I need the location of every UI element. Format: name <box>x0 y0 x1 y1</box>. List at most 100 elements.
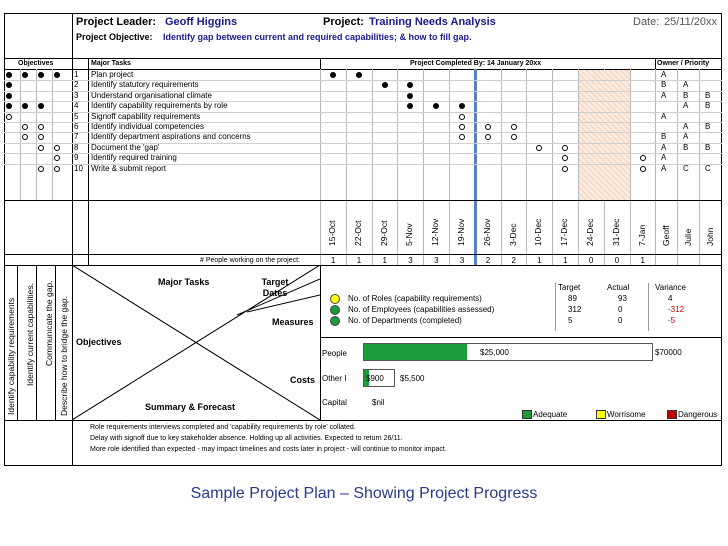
timeline-col-line <box>371 69 373 265</box>
other-cost-track <box>363 369 395 387</box>
owner-col-line <box>699 69 700 265</box>
timeline-col-line <box>500 69 502 265</box>
timeline-col-line <box>449 69 450 265</box>
owner-priority: C <box>683 163 689 173</box>
timeline-mark <box>639 155 646 162</box>
timeline-mark <box>562 155 569 162</box>
people-count: 3 <box>459 256 465 265</box>
owner-priority: B <box>683 142 689 152</box>
objective-dot <box>22 103 28 110</box>
task-number: 9 <box>74 153 79 163</box>
measure-status-indicator <box>330 305 340 315</box>
xm-objectives: Objectives <box>76 337 122 347</box>
xm-summary: Summary & Forecast <box>145 402 236 412</box>
date-label: 10-Dec <box>533 218 544 246</box>
date-label: 5-Nov <box>404 223 415 246</box>
task-number: 4 <box>74 101 79 111</box>
cost-people-budget: $70000 <box>655 348 682 357</box>
caption: Sample Project Plan – Showing Project Pr… <box>190 485 538 502</box>
task-number: 6 <box>74 122 79 131</box>
row-line <box>4 153 722 155</box>
xm-major-tasks: Major Tasks <box>158 277 210 287</box>
date-label: 15-Oct <box>327 220 337 246</box>
row-line <box>4 111 722 113</box>
task-number: 2 <box>74 80 79 90</box>
timeline-mark <box>458 103 465 110</box>
timeline-mark <box>329 72 336 78</box>
timeline-mark <box>562 165 569 172</box>
row-line <box>4 122 722 123</box>
summary-line-3: More role identified than expected - may… <box>90 446 447 453</box>
owner-priority: A <box>661 70 667 79</box>
objective-dot <box>54 72 60 78</box>
timeline-mark <box>510 124 517 130</box>
people-count: 0 <box>614 256 620 265</box>
task-label: Identify statutory requirements <box>91 80 199 90</box>
date-label: 29-Oct <box>378 220 389 246</box>
row-line <box>4 90 722 92</box>
completed-by-header: Project Completed By: 14 January 20xx <box>410 60 542 67</box>
timeline-mark <box>639 165 646 172</box>
task-number: 1 <box>74 70 79 79</box>
legend-dangerous-swatch <box>667 410 677 419</box>
objective-rot-3: Communicate the gap. <box>44 280 54 366</box>
legend-adequate: Adequate <box>533 410 568 419</box>
today-marker <box>473 69 477 265</box>
xm-measures: Measures <box>272 317 314 327</box>
objective-dot <box>6 113 12 120</box>
task-number: 3 <box>74 90 79 100</box>
timeline-mark <box>458 124 465 130</box>
objective-rot-2: Identify current capabilities. <box>25 283 35 386</box>
objective-label: Project Objective: <box>76 32 153 42</box>
row-line <box>4 142 722 144</box>
objective-dot <box>22 134 28 141</box>
major-tasks-header: Major Tasks <box>91 60 131 67</box>
timeline-col-line <box>578 69 579 265</box>
owner-priority: A <box>661 142 667 152</box>
owner-priority: A <box>683 122 689 131</box>
leader-label: Project Leader: <box>76 16 157 28</box>
cost-other-spent: $900 <box>366 374 384 383</box>
task-label: Identify individual competencies <box>91 122 204 131</box>
objective-rot-4: Describe how to bridge the gap. <box>59 295 69 416</box>
date-label: 22-Oct <box>352 220 363 246</box>
legend-worrisome: Worrisome <box>607 410 646 419</box>
date-label: 17-Dec <box>559 218 570 246</box>
measure-actual: 0 <box>618 305 623 314</box>
measure-status-indicator <box>330 316 340 326</box>
people-cost-bar <box>364 344 467 360</box>
owner-priority: A <box>661 163 667 173</box>
cost-other-budget: $5,500 <box>400 374 425 383</box>
timeline-col-line <box>423 69 425 265</box>
summary-line-2: Delay with signoff due to key stakeholde… <box>90 435 403 442</box>
row-line <box>4 163 722 165</box>
objective-text: Identify gap between current and require… <box>163 32 472 42</box>
measures-variance-header: Variance <box>655 283 686 292</box>
people-count: 1 <box>640 256 645 265</box>
owner-priority: B <box>683 90 689 100</box>
people-count: 0 <box>588 256 594 265</box>
measure-actual: 0 <box>618 316 623 325</box>
people-count: 1 <box>382 256 387 265</box>
holiday-shading <box>579 70 630 200</box>
timeline-mark <box>433 103 440 110</box>
timeline-col-line <box>345 69 347 265</box>
task-label: Identify required training <box>91 153 177 163</box>
owner-priority: B <box>705 142 711 152</box>
people-cost-track <box>363 343 653 361</box>
timeline-mark <box>458 134 465 141</box>
timeline-col-line <box>526 69 528 265</box>
objective-col-line <box>20 69 21 200</box>
owner-name: John <box>705 227 715 246</box>
cost-other-label: Other I <box>322 374 347 383</box>
date-label: 19-Nov <box>456 218 466 246</box>
task-label: Write & submit report <box>91 163 166 173</box>
task-number: 8 <box>74 142 79 152</box>
people-label: # People working on the project: <box>200 257 301 264</box>
project-label: Project: <box>323 16 364 28</box>
objective-dot <box>38 103 44 110</box>
owner-priority: B <box>705 101 711 111</box>
objective-dot <box>22 72 28 78</box>
row-line <box>4 80 722 82</box>
objective-col-line <box>36 69 37 200</box>
